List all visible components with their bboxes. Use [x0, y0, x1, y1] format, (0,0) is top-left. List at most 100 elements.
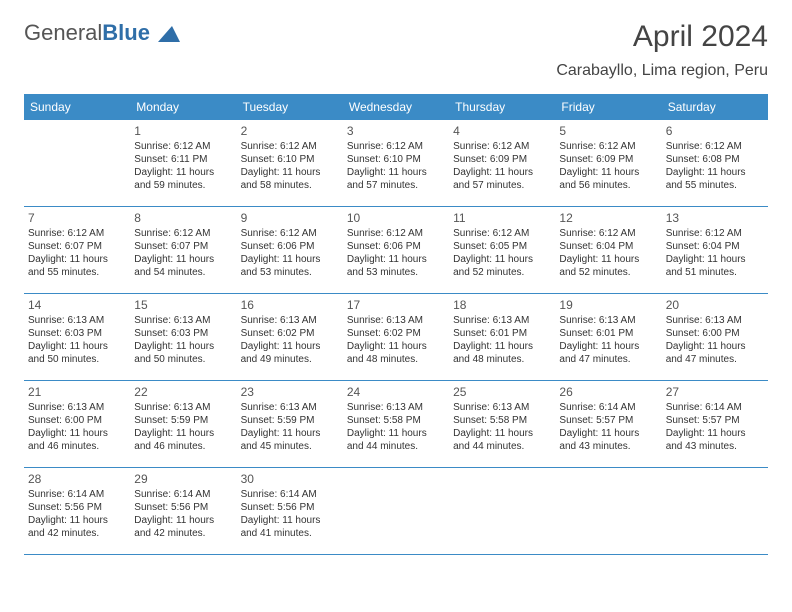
- daylight-text: Daylight: 11 hours and 52 minutes.: [453, 253, 551, 279]
- sunrise-text: Sunrise: 6:12 AM: [134, 227, 232, 240]
- logo-text-2: Blue: [102, 20, 150, 45]
- sunrise-text: Sunrise: 6:12 AM: [453, 140, 551, 153]
- sunrise-text: Sunrise: 6:12 AM: [241, 140, 339, 153]
- daylight-text: Daylight: 11 hours and 45 minutes.: [241, 427, 339, 453]
- day-number: 9: [241, 211, 339, 225]
- daylight-text: Daylight: 11 hours and 48 minutes.: [453, 340, 551, 366]
- sunset-text: Sunset: 6:11 PM: [134, 153, 232, 166]
- sunset-text: Sunset: 5:57 PM: [559, 414, 657, 427]
- daylight-text: Daylight: 11 hours and 57 minutes.: [453, 166, 551, 192]
- sunset-text: Sunset: 6:00 PM: [666, 327, 764, 340]
- sunset-text: Sunset: 6:03 PM: [134, 327, 232, 340]
- daylight-text: Daylight: 11 hours and 54 minutes.: [134, 253, 232, 279]
- sunset-text: Sunset: 6:09 PM: [453, 153, 551, 166]
- day-cell: [24, 120, 130, 206]
- calendar-grid: Sunday Monday Tuesday Wednesday Thursday…: [24, 94, 768, 555]
- day-number: 12: [559, 211, 657, 225]
- daylight-text: Daylight: 11 hours and 52 minutes.: [559, 253, 657, 279]
- day-number: 27: [666, 385, 764, 399]
- weekday-header: Sunday: [24, 94, 130, 120]
- day-number: 13: [666, 211, 764, 225]
- day-number: 15: [134, 298, 232, 312]
- sunrise-text: Sunrise: 6:12 AM: [347, 227, 445, 240]
- week-row: 21Sunrise: 6:13 AMSunset: 6:00 PMDayligh…: [24, 381, 768, 468]
- daylight-text: Daylight: 11 hours and 56 minutes.: [559, 166, 657, 192]
- weekday-header: Friday: [555, 94, 661, 120]
- day-cell: 24Sunrise: 6:13 AMSunset: 5:58 PMDayligh…: [343, 381, 449, 467]
- day-number: 3: [347, 124, 445, 138]
- day-cell: 28Sunrise: 6:14 AMSunset: 5:56 PMDayligh…: [24, 468, 130, 554]
- sunset-text: Sunset: 6:10 PM: [347, 153, 445, 166]
- day-cell: 6Sunrise: 6:12 AMSunset: 6:08 PMDaylight…: [662, 120, 768, 206]
- daylight-text: Daylight: 11 hours and 44 minutes.: [347, 427, 445, 453]
- weekday-header: Tuesday: [237, 94, 343, 120]
- day-cell: [343, 468, 449, 554]
- sunrise-text: Sunrise: 6:12 AM: [559, 140, 657, 153]
- day-cell: 25Sunrise: 6:13 AMSunset: 5:58 PMDayligh…: [449, 381, 555, 467]
- sunrise-text: Sunrise: 6:13 AM: [453, 401, 551, 414]
- daylight-text: Daylight: 11 hours and 42 minutes.: [28, 514, 126, 540]
- sunrise-text: Sunrise: 6:13 AM: [453, 314, 551, 327]
- day-number: 5: [559, 124, 657, 138]
- day-number: 2: [241, 124, 339, 138]
- sunset-text: Sunset: 6:10 PM: [241, 153, 339, 166]
- day-cell: 18Sunrise: 6:13 AMSunset: 6:01 PMDayligh…: [449, 294, 555, 380]
- day-cell: 26Sunrise: 6:14 AMSunset: 5:57 PMDayligh…: [555, 381, 661, 467]
- sunset-text: Sunset: 6:07 PM: [134, 240, 232, 253]
- sunrise-text: Sunrise: 6:12 AM: [241, 227, 339, 240]
- week-row: 28Sunrise: 6:14 AMSunset: 5:56 PMDayligh…: [24, 468, 768, 555]
- day-cell: 19Sunrise: 6:13 AMSunset: 6:01 PMDayligh…: [555, 294, 661, 380]
- sunset-text: Sunset: 5:58 PM: [453, 414, 551, 427]
- sunset-text: Sunset: 5:56 PM: [28, 501, 126, 514]
- daylight-text: Daylight: 11 hours and 50 minutes.: [134, 340, 232, 366]
- weekday-header: Saturday: [662, 94, 768, 120]
- sunset-text: Sunset: 6:07 PM: [28, 240, 126, 253]
- sunset-text: Sunset: 5:59 PM: [134, 414, 232, 427]
- day-cell: 15Sunrise: 6:13 AMSunset: 6:03 PMDayligh…: [130, 294, 236, 380]
- sunrise-text: Sunrise: 6:13 AM: [559, 314, 657, 327]
- daylight-text: Daylight: 11 hours and 59 minutes.: [134, 166, 232, 192]
- sunrise-text: Sunrise: 6:13 AM: [666, 314, 764, 327]
- day-cell: 2Sunrise: 6:12 AMSunset: 6:10 PMDaylight…: [237, 120, 343, 206]
- day-cell: 16Sunrise: 6:13 AMSunset: 6:02 PMDayligh…: [237, 294, 343, 380]
- day-number: 30: [241, 472, 339, 486]
- daylight-text: Daylight: 11 hours and 53 minutes.: [347, 253, 445, 279]
- daylight-text: Daylight: 11 hours and 47 minutes.: [559, 340, 657, 366]
- sunrise-text: Sunrise: 6:13 AM: [28, 314, 126, 327]
- day-number: 20: [666, 298, 764, 312]
- day-number: 8: [134, 211, 232, 225]
- day-cell: 17Sunrise: 6:13 AMSunset: 6:02 PMDayligh…: [343, 294, 449, 380]
- day-number: 17: [347, 298, 445, 312]
- day-number: 4: [453, 124, 551, 138]
- daylight-text: Daylight: 11 hours and 41 minutes.: [241, 514, 339, 540]
- day-cell: 14Sunrise: 6:13 AMSunset: 6:03 PMDayligh…: [24, 294, 130, 380]
- daylight-text: Daylight: 11 hours and 46 minutes.: [134, 427, 232, 453]
- sunset-text: Sunset: 6:08 PM: [666, 153, 764, 166]
- day-number: 16: [241, 298, 339, 312]
- sunrise-text: Sunrise: 6:13 AM: [241, 314, 339, 327]
- day-cell: 10Sunrise: 6:12 AMSunset: 6:06 PMDayligh…: [343, 207, 449, 293]
- daylight-text: Daylight: 11 hours and 57 minutes.: [347, 166, 445, 192]
- sunrise-text: Sunrise: 6:13 AM: [28, 401, 126, 414]
- sunset-text: Sunset: 6:02 PM: [347, 327, 445, 340]
- day-cell: [555, 468, 661, 554]
- day-number: 26: [559, 385, 657, 399]
- sunrise-text: Sunrise: 6:14 AM: [559, 401, 657, 414]
- day-cell: 4 Sunrise: 6:12 AMSunset: 6:09 PMDaylight…: [449, 120, 555, 206]
- day-number: 18: [453, 298, 551, 312]
- day-number: 22: [134, 385, 232, 399]
- daylight-text: Daylight: 11 hours and 55 minutes.: [28, 253, 126, 279]
- daylight-text: Daylight: 11 hours and 48 minutes.: [347, 340, 445, 366]
- week-row: 14Sunrise: 6:13 AMSunset: 6:03 PMDayligh…: [24, 294, 768, 381]
- sunrise-text: Sunrise: 6:14 AM: [241, 488, 339, 501]
- sunset-text: Sunset: 6:09 PM: [559, 153, 657, 166]
- day-number: 28: [28, 472, 126, 486]
- logo-text-1: General: [24, 20, 102, 45]
- sunset-text: Sunset: 6:06 PM: [241, 240, 339, 253]
- sunset-text: Sunset: 6:01 PM: [559, 327, 657, 340]
- day-cell: 29Sunrise: 6:14 AMSunset: 5:56 PMDayligh…: [130, 468, 236, 554]
- sunrise-text: Sunrise: 6:12 AM: [453, 227, 551, 240]
- sunrise-text: Sunrise: 6:12 AM: [134, 140, 232, 153]
- day-number: 29: [134, 472, 232, 486]
- sunset-text: Sunset: 6:05 PM: [453, 240, 551, 253]
